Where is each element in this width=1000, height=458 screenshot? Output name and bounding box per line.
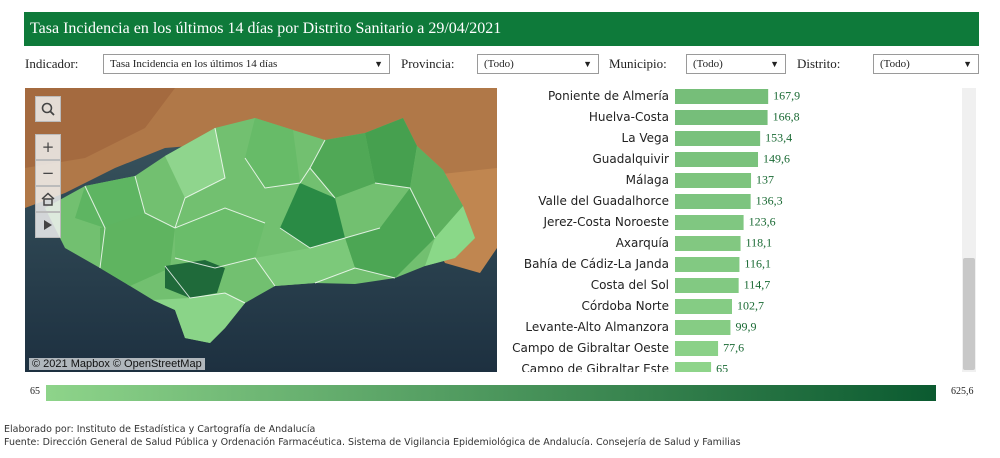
bar-category-label: La Vega [622,131,669,145]
bar-category-label: Poniente de Almería [548,89,669,103]
bar[interactable] [675,173,752,188]
home-button[interactable] [35,186,61,212]
legend-min-label: 65 [30,386,40,397]
bar[interactable] [675,89,769,104]
zoom-out-button[interactable]: − [35,160,61,186]
district-granada-sur [345,188,435,278]
chevron-down-icon: ▼ [583,59,592,69]
bar-category-label: Córdoba Norte [581,299,669,313]
municipio-select[interactable]: (Todo) ▼ [686,54,786,74]
home-icon [41,192,55,206]
bar-value-label: 166,8 [773,109,800,123]
distrito-label: Distrito: [797,56,841,71]
provincia-value: (Todo) [484,58,514,70]
footer-credit: Elaborado por: Instituto de Estadística … [4,424,316,435]
district-sierra [165,128,225,198]
district-huelva [75,176,145,228]
search-icon [41,102,55,116]
indicador-value: Tasa Incidencia en los últimos 14 días [110,58,278,70]
distrito-value: (Todo) [880,58,910,70]
district-cadiz [153,293,245,343]
bar-category-label: Huelva-Costa [589,110,669,124]
play-icon [44,220,52,230]
bar-category-label: Jerez-Costa Noroeste [542,215,669,229]
bar-value-label: 136,3 [756,193,783,207]
andalucia-map[interactable]: + − © 2021 Mapbox © OpenStreetMap [25,88,497,372]
zoom-out-icon: − [41,164,55,182]
zoom-in-icon: + [41,138,55,156]
chevron-down-icon: ▼ [770,59,779,69]
bar-value-label: 65 [716,361,728,372]
land-northwest [25,88,175,168]
bar-value-label: 137 [756,172,774,186]
bar-category-label: Levante-Alto Almanzora [525,320,669,334]
play-button[interactable] [35,212,61,238]
district-jaen-nordeste [365,118,417,188]
district-cordoba-norte [245,118,300,188]
district-jaen [310,133,375,198]
distrito-select[interactable]: (Todo) ▼ [873,54,979,74]
provincia-label: Provincia: [401,56,455,71]
provincia-select[interactable]: (Todo) ▼ [477,54,599,74]
bar-chart[interactable]: Poniente de Almería 167,9 Huelva-Costa 166,… [505,88,955,372]
indicador-label: Indicador: [25,56,79,71]
bar[interactable] [675,215,744,230]
page-title: Tasa Incidencia en los últimos 14 días p… [30,20,502,37]
chevron-down-icon: ▼ [374,59,383,69]
bar-value-label: 123,6 [749,214,776,228]
district-aljarafe [100,213,175,286]
district-borders [84,127,436,304]
bar[interactable] [675,110,768,125]
bar[interactable] [675,131,761,146]
bar[interactable] [675,257,740,272]
municipio-label: Municipio: [609,56,667,71]
district-malaga [255,238,355,286]
map-toolbar: + − [35,96,61,238]
bar[interactable] [675,236,741,251]
legend-max-label: 625,6 [951,386,974,397]
bar-value-label: 102,7 [737,298,764,312]
bar-value-label: 153,4 [765,130,792,144]
zoom-in-button[interactable]: + [35,134,61,160]
bar-category-label: Axarquía [616,236,669,250]
map-attribution: © 2021 Mapbox © OpenStreetMap [29,358,205,370]
header-bar: Tasa Incidencia en los últimos 14 días p… [24,12,979,46]
bar-value-label: 118,1 [746,235,773,249]
bar[interactable] [675,152,759,167]
scrollbar-thumb[interactable] [963,258,975,370]
bar-category-label: Campo de Gibraltar Oeste [512,341,669,355]
district-granada [280,183,345,248]
bar-category-label: Málaga [626,173,669,187]
chevron-down-icon: ▼ [963,59,972,69]
bar[interactable] [675,341,719,356]
map-search-button[interactable] [35,96,61,122]
district-jerez [165,260,225,298]
bar-category-label: Campo de Gibraltar Este [521,362,669,372]
indicador-select[interactable]: Tasa Incidencia en los últimos 14 días ▼ [103,54,390,74]
district-levante [410,146,463,238]
bar-category-label: Costa del Sol [591,278,669,292]
bar[interactable] [675,278,739,293]
bar[interactable] [675,362,712,372]
color-legend-bar [46,385,936,401]
bar-value-label: 114,7 [744,277,771,291]
bar-value-label: 99,9 [735,319,756,333]
bar-value-label: 167,9 [773,88,800,102]
district-almeria [425,206,475,266]
chart-scrollbar[interactable] [962,88,976,372]
footer-source: Fuente: Dirección General de Salud Públi… [4,437,741,448]
bar-category-label: Guadalquivir [593,152,670,166]
district-sevilla-sur [175,208,265,268]
bar-category-label: Bahía de Cádiz-La Janda [524,257,669,271]
map-canvas [25,88,497,372]
bar-value-label: 77,6 [723,340,744,354]
bar[interactable] [675,194,751,209]
municipio-value: (Todo) [693,58,723,70]
bar[interactable] [675,299,732,314]
bar-value-label: 149,6 [763,151,790,165]
bar-chart-svg: Poniente de Almería 167,9 Huelva-Costa 166,… [512,88,800,372]
bar[interactable] [675,320,731,335]
bar-value-label: 116,1 [744,256,771,270]
bar-category-label: Valle del Guadalhorce [538,194,669,208]
